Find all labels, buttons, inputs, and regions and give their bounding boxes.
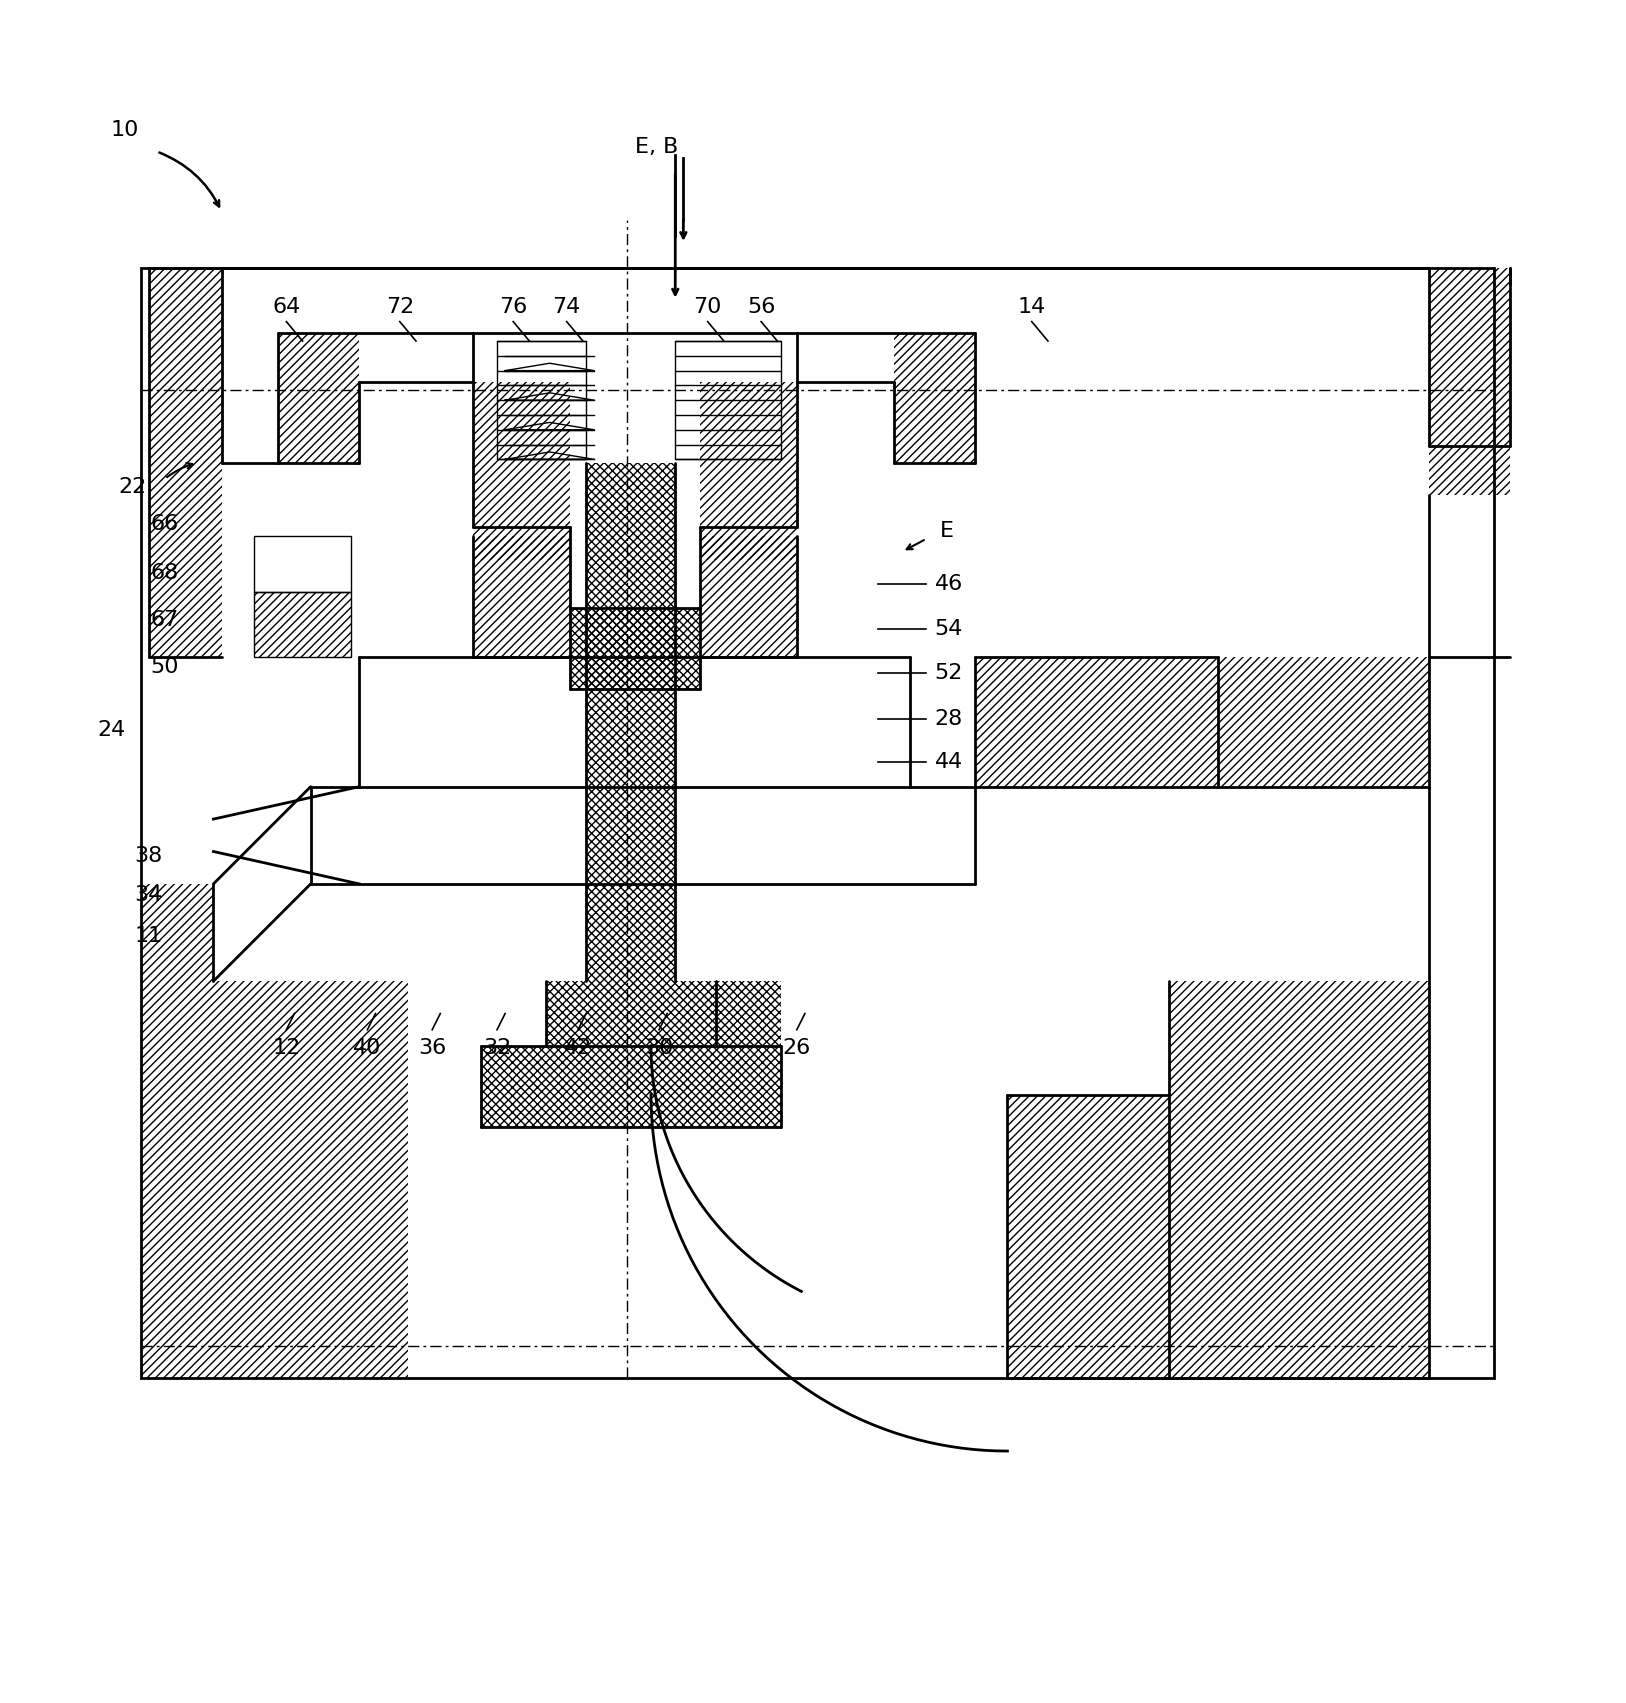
- Text: 68: 68: [151, 562, 179, 582]
- Text: 22: 22: [119, 477, 146, 497]
- Text: 11: 11: [135, 926, 163, 945]
- Text: 52: 52: [935, 662, 963, 683]
- Text: 24: 24: [98, 720, 125, 741]
- Text: 44: 44: [935, 753, 963, 773]
- Text: 56: 56: [746, 296, 776, 317]
- Text: 30: 30: [646, 1037, 673, 1058]
- Bar: [498, 341, 585, 460]
- Text: 10: 10: [111, 121, 138, 140]
- Text: 36: 36: [418, 1037, 446, 1058]
- Text: E: E: [940, 521, 953, 540]
- Text: 12: 12: [272, 1037, 301, 1058]
- Text: 50: 50: [151, 657, 179, 676]
- Text: 28: 28: [935, 708, 963, 729]
- Text: 40: 40: [353, 1037, 382, 1058]
- Text: 74: 74: [553, 296, 580, 317]
- Text: 72: 72: [385, 296, 415, 317]
- Text: 54: 54: [935, 620, 963, 640]
- Text: 42: 42: [564, 1037, 592, 1058]
- Bar: [254, 535, 351, 593]
- Bar: [675, 341, 780, 460]
- Text: 38: 38: [135, 846, 163, 867]
- Bar: [140, 267, 1494, 1378]
- Text: 70: 70: [693, 296, 722, 317]
- Text: 32: 32: [483, 1037, 511, 1058]
- Text: 14: 14: [1018, 296, 1046, 317]
- Text: 66: 66: [151, 514, 179, 535]
- Text: 67: 67: [151, 610, 179, 630]
- Text: 76: 76: [499, 296, 527, 317]
- Bar: [254, 593, 351, 657]
- Text: 46: 46: [935, 574, 963, 594]
- Text: 26: 26: [782, 1037, 811, 1058]
- Text: 34: 34: [135, 886, 163, 906]
- Text: 64: 64: [272, 296, 301, 317]
- Text: E, B: E, B: [634, 136, 678, 157]
